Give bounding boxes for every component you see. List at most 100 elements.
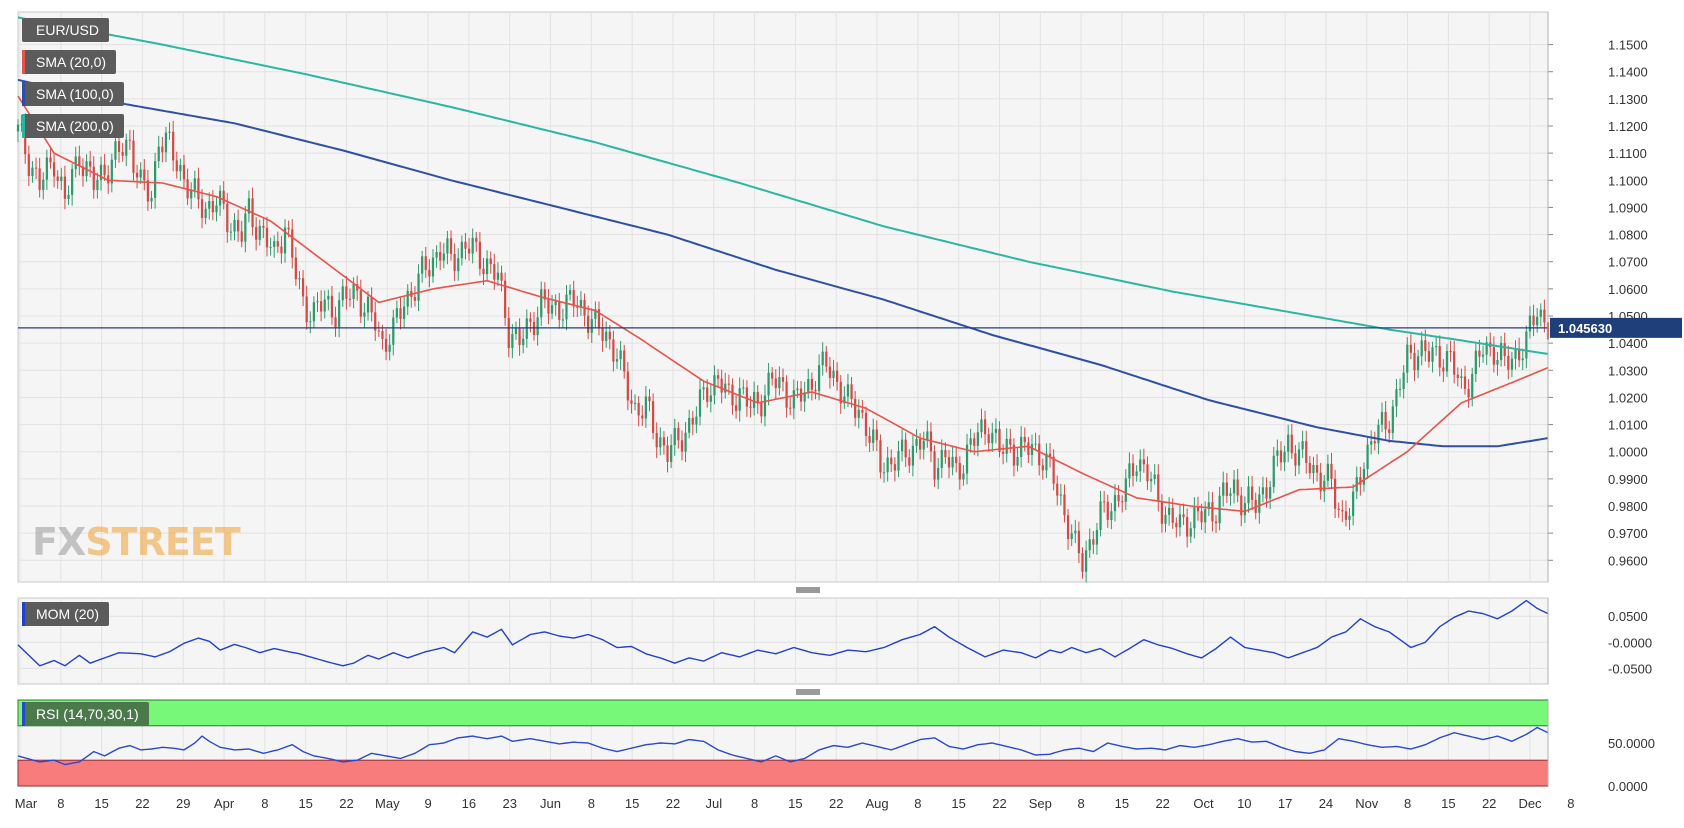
candle-body (1337, 508, 1340, 511)
legend-sma20-badge[interactable]: SMA (20,0) (22, 50, 117, 74)
candle-body (1106, 501, 1109, 520)
candle (511, 324, 514, 359)
candle-body (561, 319, 564, 321)
y-tick-label: 1.1100 (1608, 146, 1647, 161)
candle (587, 305, 590, 340)
candle (1038, 435, 1041, 476)
candle-body (554, 301, 557, 306)
candle-body (294, 257, 297, 280)
legend-sma200-badge[interactable]: SMA (200,0) (22, 114, 124, 138)
candle (1175, 517, 1178, 538)
candle-body (1492, 347, 1495, 365)
legend-symbol-label: EUR/USD (36, 22, 100, 38)
candle (1186, 508, 1189, 548)
candle-body (67, 194, 70, 199)
candle-body (1009, 438, 1012, 445)
candle-body (1272, 455, 1275, 488)
y-tick-label: 1.0400 (1608, 336, 1648, 351)
candle-body (366, 296, 370, 313)
candle-body (832, 370, 835, 378)
candle (987, 427, 990, 452)
sma20-line (17, 95, 1549, 513)
candle (568, 284, 572, 301)
legend-sma100-badge[interactable]: SMA (100,0) (22, 82, 124, 106)
candle (814, 381, 817, 400)
candle-body (1438, 346, 1441, 368)
candle-body (937, 467, 940, 480)
candle (1041, 458, 1044, 480)
candle-body (680, 440, 684, 452)
candle-body (45, 157, 48, 180)
candle-body (543, 289, 546, 300)
legend-mom-badge[interactable]: MOM (20) (22, 602, 109, 626)
candle (1398, 378, 1402, 397)
candle (1099, 490, 1102, 537)
rsi-overbought-zone (17, 699, 1549, 727)
candle-body (301, 278, 305, 297)
candle (879, 434, 882, 479)
candle-body (514, 327, 518, 334)
candle-body (1113, 494, 1117, 512)
candle-body (74, 156, 77, 170)
legend-rsi-badge[interactable]: RSI (14,70,30,1) (22, 702, 149, 726)
candle-body (92, 166, 95, 191)
candle-body (402, 306, 406, 319)
candle-body (330, 295, 334, 318)
candle (1207, 491, 1210, 516)
candle (951, 446, 954, 476)
candle (608, 325, 611, 350)
candle-body (774, 378, 777, 389)
candle-body (1402, 372, 1405, 390)
candle-body (814, 389, 817, 392)
candle-body (1409, 344, 1412, 353)
candle-body (828, 366, 832, 378)
candle-body (799, 388, 803, 402)
legend-symbol-badge[interactable]: EUR/USD (22, 18, 110, 42)
candle-body (16, 124, 20, 132)
candle (688, 409, 691, 439)
candle-body (659, 437, 662, 448)
candle (298, 271, 301, 290)
candle (1442, 359, 1445, 382)
mom-line (17, 599, 1549, 667)
candle-body (20, 124, 23, 126)
candle-body (182, 164, 186, 180)
candle (908, 449, 911, 473)
candle-body (698, 389, 702, 417)
candle-body (745, 387, 749, 407)
main-panel-frame (17, 11, 1549, 583)
candle-body (240, 231, 243, 242)
candle (45, 149, 48, 190)
candle (1499, 335, 1503, 367)
candle-body (615, 359, 619, 362)
candle-body (727, 383, 730, 385)
candle-body (944, 450, 947, 458)
current-price-tag (1550, 317, 1682, 338)
candle (897, 440, 900, 478)
candle (1413, 342, 1416, 381)
candle-body (1124, 478, 1127, 502)
candle-body (810, 378, 813, 390)
candle-body (172, 131, 175, 161)
candle-body (273, 241, 276, 247)
candle (319, 290, 323, 322)
candle-body (1027, 442, 1030, 455)
candle (1167, 497, 1171, 526)
rsi-y-tick-label: 50.0000 (1608, 736, 1655, 751)
candle-body (1442, 367, 1445, 372)
candle-body (1380, 411, 1384, 425)
candle-body (1485, 342, 1488, 355)
candle (698, 378, 702, 426)
candle-body (1453, 351, 1456, 375)
current-price-label: 1.045630 (1558, 321, 1612, 336)
candle (1435, 336, 1438, 356)
candle (709, 384, 712, 413)
candle (1474, 341, 1477, 383)
candle (1543, 299, 1546, 333)
candle (810, 372, 813, 401)
candle-body (976, 432, 979, 446)
candle-body (529, 318, 532, 322)
candle-body (1258, 494, 1261, 513)
candle-body (154, 161, 157, 198)
candle (1229, 487, 1232, 506)
